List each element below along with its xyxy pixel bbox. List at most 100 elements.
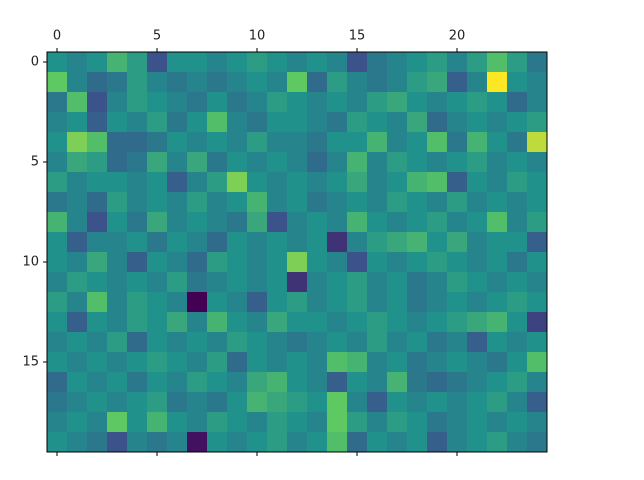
cell — [107, 252, 128, 273]
cell — [307, 152, 328, 173]
cell — [507, 132, 528, 153]
cell — [307, 52, 328, 73]
cell — [487, 52, 508, 73]
cell — [147, 232, 168, 253]
cell — [447, 192, 468, 213]
cell — [107, 292, 128, 313]
cell — [407, 292, 428, 313]
cell — [407, 332, 428, 353]
cell — [127, 92, 148, 113]
cell — [107, 332, 128, 353]
cell — [107, 392, 128, 413]
cell — [327, 212, 348, 233]
cell — [487, 232, 508, 253]
cell — [267, 212, 288, 233]
cell — [427, 292, 448, 313]
cell — [427, 372, 448, 393]
cell — [447, 232, 468, 253]
y-tick-label: 10 — [22, 255, 39, 270]
cell — [367, 212, 388, 233]
cell — [147, 392, 168, 413]
cell — [187, 132, 208, 153]
cell — [327, 112, 348, 133]
cell — [427, 152, 448, 173]
cell — [487, 152, 508, 173]
cell — [47, 392, 68, 413]
cell — [287, 372, 308, 393]
cell — [267, 372, 288, 393]
cell — [387, 412, 408, 433]
cell — [67, 272, 88, 293]
cell — [507, 312, 528, 333]
cell — [47, 332, 68, 353]
cell — [427, 52, 448, 73]
cell — [367, 412, 388, 433]
cell — [107, 312, 128, 333]
cell — [127, 332, 148, 353]
cell — [367, 352, 388, 373]
cell — [227, 392, 248, 413]
cell — [87, 332, 108, 353]
cell — [167, 212, 188, 233]
cell — [227, 312, 248, 333]
cell — [427, 92, 448, 113]
cell — [87, 372, 108, 393]
cell — [507, 152, 528, 173]
cell — [47, 172, 68, 193]
cell — [287, 292, 308, 313]
cell — [447, 292, 468, 313]
cell — [147, 272, 168, 293]
cell — [467, 232, 488, 253]
cell — [387, 372, 408, 393]
cell — [127, 352, 148, 373]
cell — [387, 192, 408, 213]
cell — [467, 312, 488, 333]
cell — [287, 72, 308, 93]
cell — [47, 352, 68, 373]
cell — [247, 152, 268, 173]
cell — [387, 252, 408, 273]
cell — [507, 392, 528, 413]
cell — [307, 112, 328, 133]
cell — [527, 232, 548, 253]
cell — [347, 332, 368, 353]
cell — [447, 52, 468, 73]
cell — [467, 192, 488, 213]
cell — [247, 92, 268, 113]
cell — [127, 192, 148, 213]
cell — [427, 432, 448, 453]
cell — [427, 332, 448, 353]
cell — [527, 372, 548, 393]
cell — [427, 352, 448, 373]
cell — [87, 92, 108, 113]
cell — [187, 292, 208, 313]
cell — [327, 252, 348, 273]
cell — [407, 92, 428, 113]
cell — [147, 332, 168, 353]
cell — [87, 432, 108, 453]
cell — [107, 112, 128, 133]
cell — [147, 192, 168, 213]
cell — [227, 372, 248, 393]
cell — [347, 72, 368, 93]
cell — [247, 112, 268, 133]
cell — [207, 52, 228, 73]
cell — [507, 192, 528, 213]
cell — [327, 392, 348, 413]
cell — [207, 432, 228, 453]
cell — [127, 432, 148, 453]
cell — [127, 132, 148, 153]
cell — [227, 352, 248, 373]
cell — [147, 252, 168, 273]
cell — [87, 72, 108, 93]
cell — [367, 112, 388, 133]
cell — [487, 412, 508, 433]
cell — [387, 72, 408, 93]
cell — [167, 112, 188, 133]
cell — [67, 92, 88, 113]
cell — [507, 112, 528, 133]
cell — [287, 312, 308, 333]
cell — [267, 172, 288, 193]
cell — [367, 432, 388, 453]
cell — [107, 212, 128, 233]
